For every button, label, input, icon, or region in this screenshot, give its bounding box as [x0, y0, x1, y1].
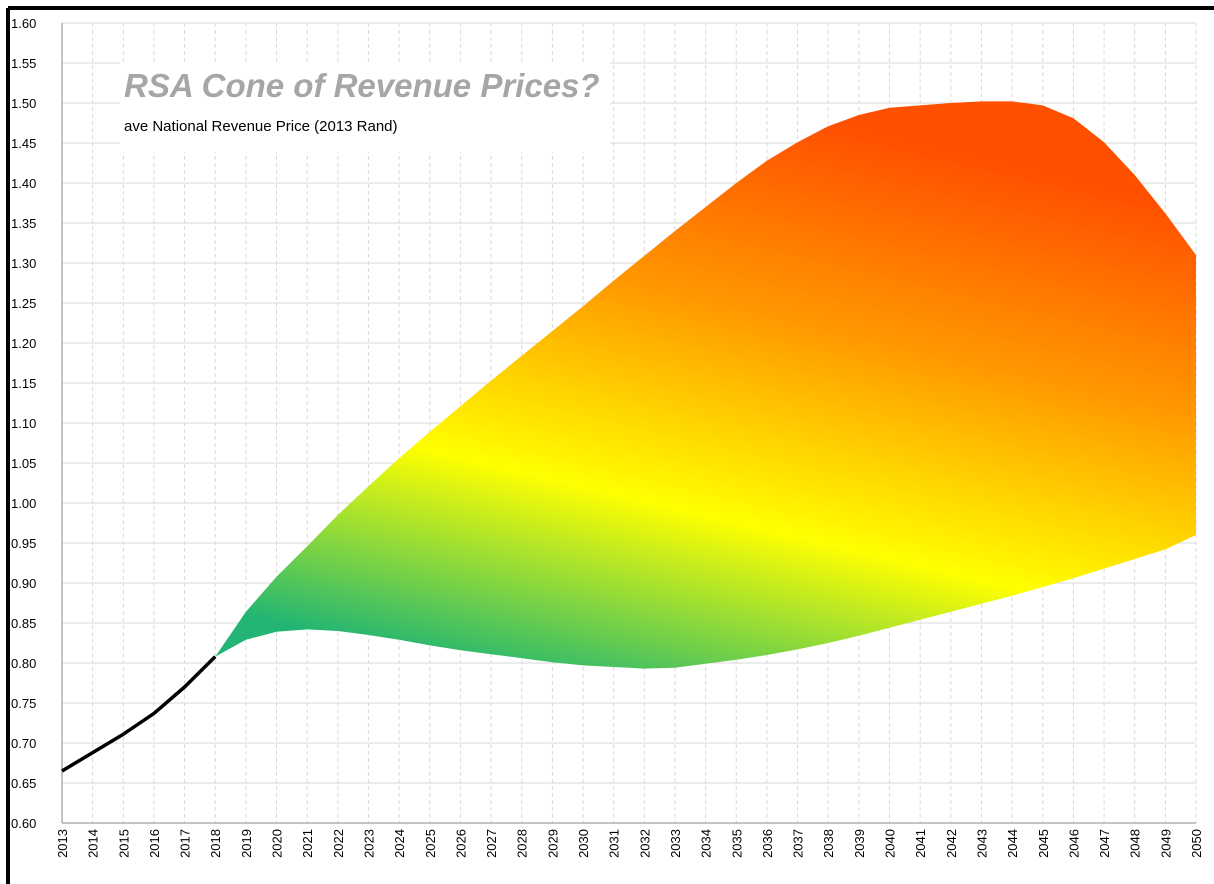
x-tick-label: 2039: [852, 829, 867, 858]
x-tick-label: 2029: [545, 829, 560, 858]
y-tick-label: 1.60: [11, 16, 36, 31]
x-tick-label: 2038: [821, 829, 836, 858]
x-tick-label: 2033: [668, 829, 683, 858]
x-tick-label: 2023: [361, 829, 376, 858]
x-tick-label: 2027: [484, 829, 499, 858]
x-tick-label: 2025: [423, 829, 438, 858]
x-tick-label: 2019: [239, 829, 254, 858]
x-tick-label: 2017: [178, 829, 193, 858]
x-tick-label: 2018: [208, 829, 223, 858]
y-tick-label: 1.50: [11, 96, 36, 111]
x-tick-label: 2021: [300, 829, 315, 858]
chart-title: RSA Cone of Revenue Prices?: [124, 67, 600, 104]
x-tick-label: 2022: [331, 829, 346, 858]
y-tick-label: 1.00: [11, 496, 36, 511]
x-tick-label: 2037: [791, 829, 806, 858]
x-tick-label: 2036: [760, 829, 775, 858]
x-tick-label: 2050: [1189, 829, 1204, 858]
cone-area: [215, 101, 1197, 669]
x-tick-label: 2045: [1036, 829, 1051, 858]
x-tick-label: 2015: [116, 829, 131, 858]
y-tick-label: 0.90: [11, 576, 36, 591]
series-line: [61, 655, 217, 773]
x-tick-label: 2048: [1128, 829, 1143, 858]
x-tick-label: 2040: [883, 829, 898, 858]
x-tick-label: 2042: [944, 829, 959, 858]
x-tick-label: 2043: [974, 829, 989, 858]
x-tick-label: 2028: [515, 829, 530, 858]
x-tick-label: 2031: [607, 829, 622, 858]
title-box: [120, 62, 610, 152]
y-tick-label: 0.60: [11, 816, 36, 831]
y-tick-label: 1.15: [11, 376, 36, 391]
y-tick-label: 1.10: [11, 416, 36, 431]
y-tick-label: 1.30: [11, 256, 36, 271]
x-tick-label: 2041: [913, 829, 928, 858]
x-tick-label: 2026: [453, 829, 468, 858]
y-tick-label: 1.40: [11, 176, 36, 191]
y-tick-label: 1.35: [11, 216, 36, 231]
y-tick-label: 0.75: [11, 696, 36, 711]
x-tick-label: 2030: [576, 829, 591, 858]
x-tick-label: 2016: [147, 829, 162, 858]
x-tick-label: 2034: [699, 829, 714, 858]
x-tick-label: 2047: [1097, 829, 1112, 858]
chart-subtitle: ave National Revenue Price (2013 Rand): [124, 118, 398, 135]
y-tick-label: 0.70: [11, 736, 36, 751]
x-tick-label: 2020: [270, 829, 285, 858]
x-tick-label: 2014: [86, 829, 101, 858]
y-tick-label: 1.25: [11, 296, 36, 311]
y-tick-label: 0.80: [11, 656, 36, 671]
y-tick-label: 0.65: [11, 776, 36, 791]
x-tick-label: 2013: [55, 829, 70, 858]
y-tick-label: 1.45: [11, 136, 36, 151]
y-tick-label: 1.20: [11, 336, 36, 351]
y-tick-label: 1.05: [11, 456, 36, 471]
x-tick-label: 2049: [1158, 829, 1173, 858]
x-tick-label: 2035: [729, 829, 744, 858]
y-tick-label: 1.55: [11, 56, 36, 71]
y-tick-label: 0.85: [11, 616, 36, 631]
x-tick-label: 2044: [1005, 829, 1020, 858]
x-tick-label: 2032: [637, 829, 652, 858]
x-tick-label: 2024: [392, 829, 407, 858]
y-tick-label: 0.95: [11, 536, 36, 551]
x-tick-label: 2046: [1066, 829, 1081, 858]
